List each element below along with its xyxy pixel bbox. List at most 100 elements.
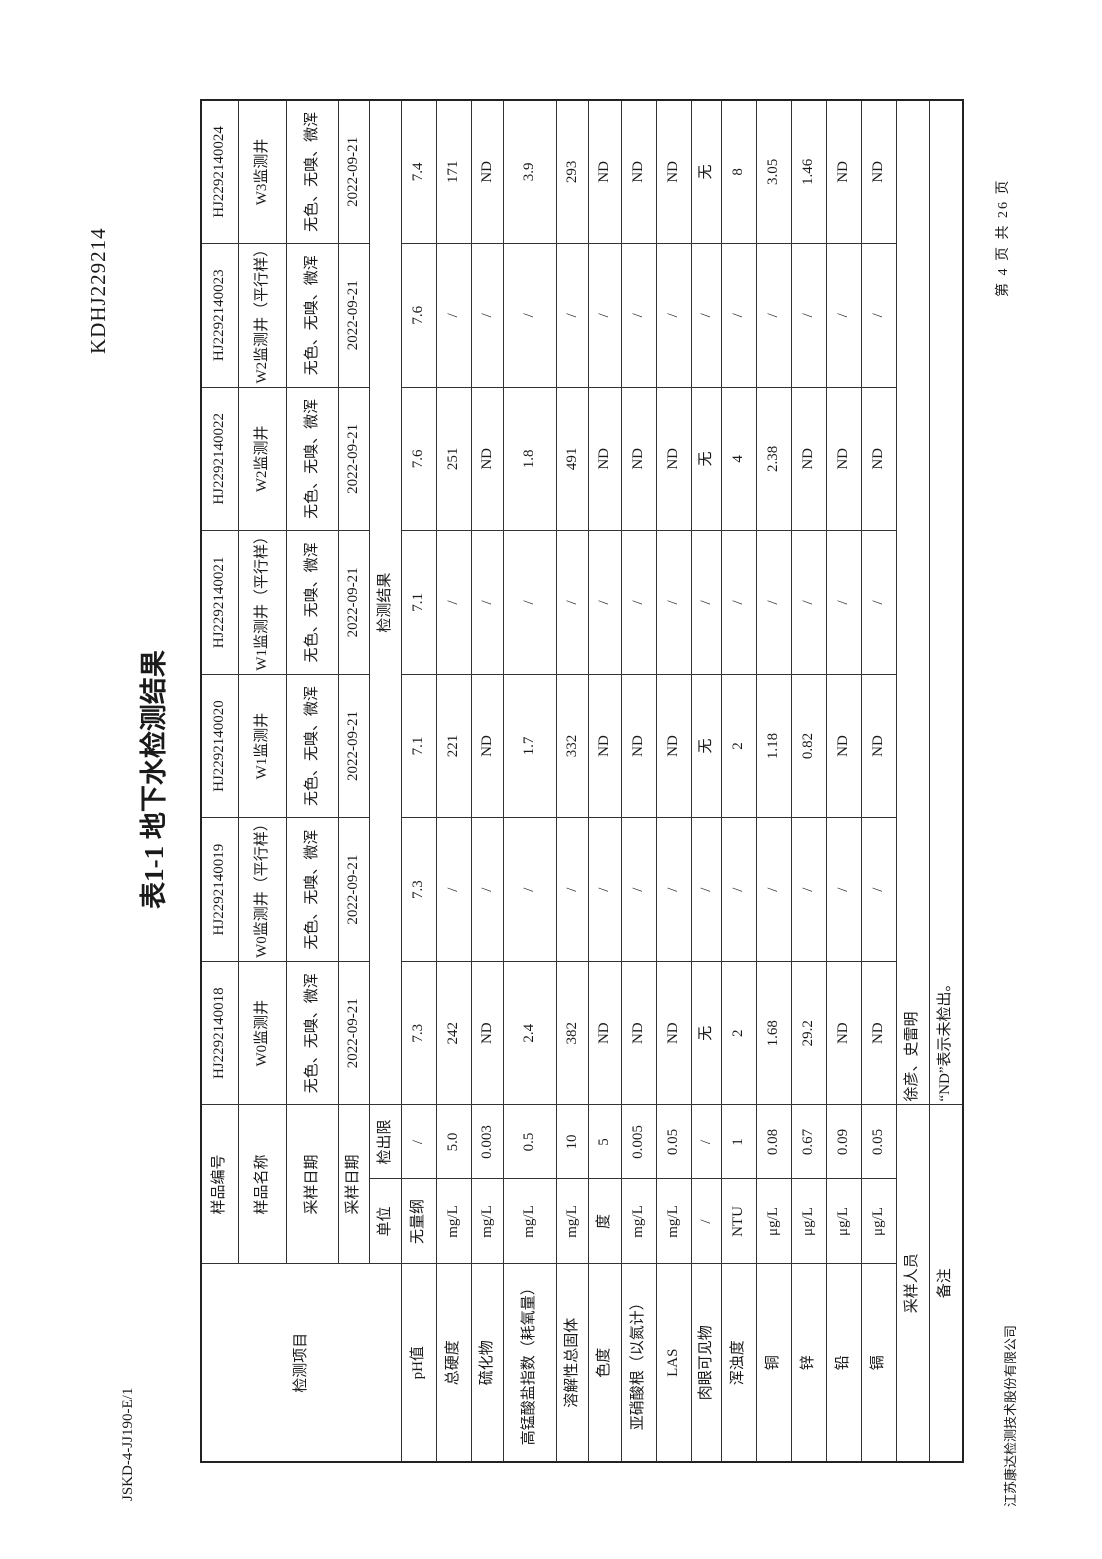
sample-id: HJ2292140019 [201, 817, 238, 962]
result-value: 491 [556, 387, 588, 531]
result-value: / [826, 243, 861, 388]
detection-limit: / [401, 1105, 436, 1179]
unit: 无量纲 [401, 1179, 436, 1264]
sample-date: 2022-09-21 [338, 817, 369, 962]
result-value: 332 [556, 674, 588, 818]
result-value: ND [826, 961, 861, 1105]
result-value: 1.8 [503, 387, 556, 531]
detection-limit: 0.67 [791, 1105, 826, 1179]
detection-limit: 1 [721, 1105, 756, 1179]
result-value: / [503, 817, 556, 962]
result-value: 2 [721, 961, 756, 1105]
result-value: ND [588, 99, 621, 244]
result-value: / [503, 243, 556, 388]
result-value: 1.7 [503, 674, 556, 818]
result-value: ND [471, 99, 503, 244]
item-name: 色度 [588, 1264, 621, 1462]
sample-id: HJ2292140024 [201, 99, 238, 244]
result-value: ND [656, 99, 691, 244]
sample-date: 2022-09-21 [338, 387, 369, 531]
detection-limit: / [691, 1105, 721, 1179]
sample-date: 2022-09-21 [338, 674, 369, 818]
result-value: / [588, 817, 621, 962]
result-value: ND [471, 674, 503, 818]
unit: 度 [588, 1179, 621, 1264]
unit-header: 单位 [369, 1179, 401, 1264]
result-value: ND [861, 99, 896, 244]
sampler-names: 徐彦、史雷明 [896, 99, 929, 1105]
result-value: 1.68 [756, 961, 791, 1105]
result-value: / [791, 530, 826, 675]
result-value: ND [826, 674, 861, 818]
header-row-appearance: 采样日期 无色、无嗅、微浑 无色、无嗅、微浑 无色、无嗅、微浑 无色、无嗅、微浑 无色、无… [286, 99, 338, 1462]
detection-limit: 5 [588, 1105, 621, 1179]
header-row-sample-name: 样品名称 W0监测井 W0监测井（平行样） W1监测井 W1监测井（平行样） W2监测井 W… [238, 99, 286, 1462]
result-value: / [691, 530, 721, 675]
result-value: ND [826, 387, 861, 531]
detection-limit: 0.09 [826, 1105, 861, 1179]
result-value: ND [471, 961, 503, 1105]
table-row: 铅 μg/L 0.09 ND / ND / ND / ND [826, 99, 861, 1462]
sample-id: HJ2292140021 [201, 530, 238, 675]
sample-id: HJ2292140022 [201, 387, 238, 531]
result-value: 382 [556, 961, 588, 1105]
item-name: LAS [656, 1264, 691, 1462]
item-name: 肉眼可见物 [691, 1264, 721, 1462]
result-value: 无 [691, 387, 721, 531]
item-name: 溶解性总固体 [556, 1264, 588, 1462]
result-value: 29.2 [791, 961, 826, 1105]
unit: / [691, 1179, 721, 1264]
sample-date: 2022-09-21 [338, 530, 369, 675]
header-row-unit: 单位 检出限 检测结果 [369, 99, 401, 1462]
sample-date-label: 采样日期 [286, 1105, 338, 1264]
unit: μg/L [791, 1179, 826, 1264]
result-value: / [556, 817, 588, 962]
sample-appearance: 无色、无嗅、微浑 [286, 530, 338, 675]
result-value: ND [471, 387, 503, 531]
sample-name: W2监测井 [238, 387, 286, 531]
result-value: / [621, 817, 656, 962]
results-header: 检测结果 [369, 99, 401, 1105]
result-value: 8 [721, 99, 756, 244]
table-row: 锌 μg/L 0.67 29.2/0.82/ND/1.46 [791, 99, 826, 1462]
company-name: 江苏康达检测技术股份有限公司 [1003, 1324, 1018, 1507]
sample-name: W0监测井 [238, 961, 286, 1105]
remarks-text: “ND”表示未检出。 [929, 99, 963, 1105]
result-value: / [756, 530, 791, 675]
item-name: 硫化物 [471, 1264, 503, 1462]
result-value: ND [621, 961, 656, 1105]
detection-limit: 10 [556, 1105, 588, 1179]
unit: NTU [721, 1179, 756, 1264]
sample-name: W3监测井 [238, 99, 286, 244]
result-value: 1.18 [756, 674, 791, 818]
result-value: 2.4 [503, 961, 556, 1105]
result-value: ND [826, 99, 861, 244]
result-value: 3.05 [756, 99, 791, 244]
result-value: / [721, 243, 756, 388]
header-row-sample-id: 检测项目 样品编号 HJ2292140018 HJ2292140019 HJ229214… [201, 99, 401, 1462]
detection-limit: 0.05 [656, 1105, 691, 1179]
result-value: 无 [691, 99, 721, 244]
limit-header: 检出限 [369, 1105, 401, 1179]
item-name: 亚硝酸根（以氮计） [621, 1264, 656, 1462]
result-value: / [621, 243, 656, 388]
table-row: 镉 μg/L 0.05 ND / ND / ND / ND [861, 99, 896, 1462]
result-value: ND [656, 674, 691, 818]
sample-name: W1监测井（平行样） [238, 529, 286, 675]
results-table: 检测项目 样品编号 HJ2292140018 HJ2292140019 HJ229214… [200, 98, 964, 1463]
sample-appearance: 无色、无嗅、微浑 [286, 243, 338, 388]
result-value: / [436, 243, 471, 388]
item-header: 检测项目 [201, 1264, 401, 1462]
unit: μg/L [756, 1179, 791, 1264]
sample-name-label: 样品名称 [238, 1105, 286, 1264]
result-value: / [588, 243, 621, 388]
unit: mg/L [503, 1179, 556, 1264]
result-value: / [691, 243, 721, 388]
table-row: 亚硝酸根（以氮计） mg/L 0.005 ND / ND / ND / ND [621, 99, 656, 1462]
sample-appearance: 无色、无嗅、微浑 [286, 99, 338, 244]
item-name: 总硬度 [436, 1264, 471, 1462]
sample-appearance: 无色、无嗅、微浑 [286, 674, 338, 818]
sampler-label: 采样人员 [896, 1105, 929, 1462]
result-value: / [756, 243, 791, 388]
sample-id: HJ2292140023 [201, 243, 238, 388]
